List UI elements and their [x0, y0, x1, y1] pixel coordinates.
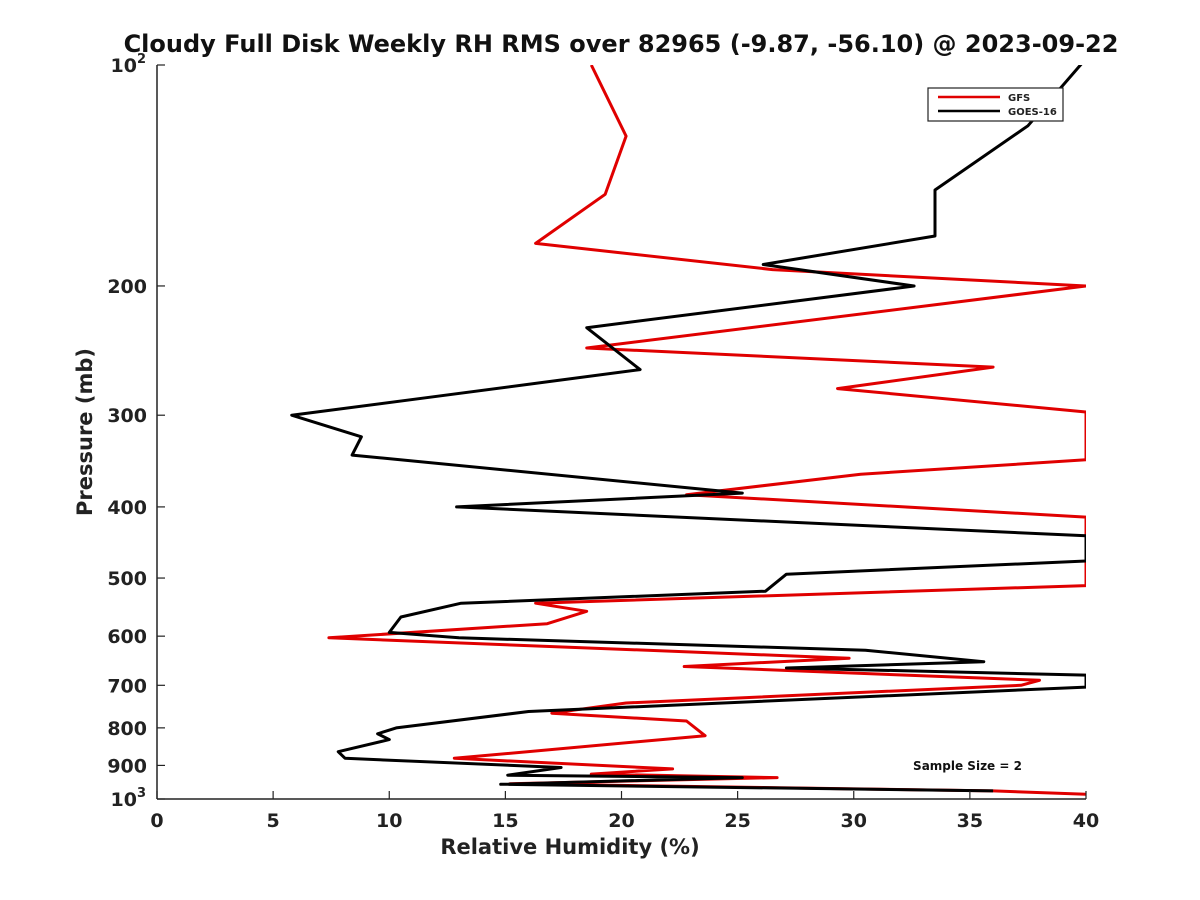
x-tick-label: 35 — [957, 810, 983, 832]
y-tick-exponent: 3 — [137, 786, 146, 801]
x-tick-label: 40 — [1073, 810, 1099, 832]
y-tick-label: 600 — [107, 626, 147, 648]
x-tick-label: 10 — [376, 810, 402, 832]
x-tick-label: 30 — [841, 810, 867, 832]
y-tick-label: 700 — [107, 675, 147, 697]
x-tick-label: 0 — [150, 810, 163, 832]
y-tick-label: 200 — [107, 276, 147, 298]
y-tick-exponent: 2 — [137, 52, 146, 67]
y-tick-label: 800 — [107, 718, 147, 740]
y-axis-label: Pressure (mb) — [73, 348, 97, 516]
series-line-goes-16 — [290, 65, 1086, 793]
x-axis-label: Relative Humidity (%) — [440, 835, 700, 859]
y-tick-label: 10 — [111, 55, 137, 77]
y-tick-label: 10 — [111, 789, 137, 811]
x-tick-label: 20 — [608, 810, 634, 832]
x-tick-label: 15 — [492, 810, 518, 832]
sample-size-annotation: Sample Size = 2 — [913, 759, 1022, 773]
y-tick-label: 900 — [107, 755, 147, 777]
legend: GFS GOES-16 — [927, 87, 1064, 122]
y-tick-label: 300 — [107, 405, 147, 427]
legend-box — [927, 87, 1064, 122]
x-tick-label: 5 — [267, 810, 280, 832]
series-layer — [290, 65, 1086, 796]
y-tick-label: 400 — [107, 497, 147, 519]
chart-title: Cloudy Full Disk Weekly RH RMS over 8296… — [123, 30, 1119, 58]
y-tick-label: 500 — [107, 568, 147, 590]
series-line-gfs — [327, 65, 1086, 796]
x-tick-label: 25 — [724, 810, 750, 832]
legend-label: GOES-16 — [1008, 107, 1057, 118]
legend-label: GFS — [1008, 93, 1030, 104]
